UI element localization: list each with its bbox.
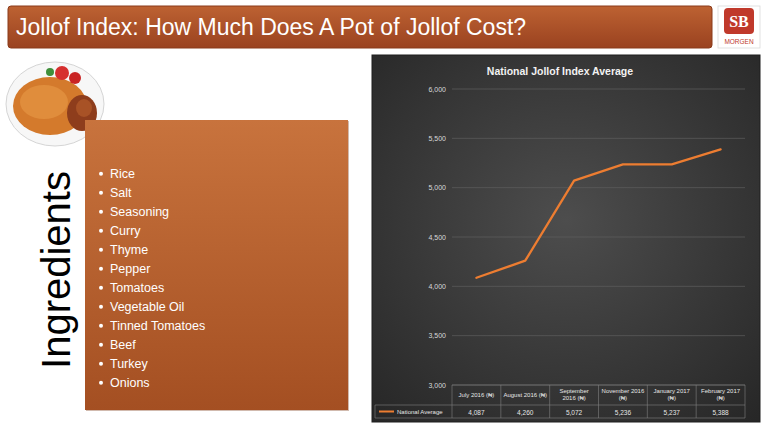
bullet xyxy=(99,305,103,309)
bullet xyxy=(99,267,103,271)
table-border xyxy=(452,385,453,418)
category-label: September2016 (₦) xyxy=(559,388,588,401)
table-value: 5,072 xyxy=(566,409,583,416)
ingredient: Turkey xyxy=(110,357,148,371)
category-label-line: January 2017 xyxy=(654,388,691,394)
table-border xyxy=(549,385,550,418)
ingredients-panel xyxy=(85,120,348,410)
bullet xyxy=(99,362,103,366)
bullet xyxy=(99,381,103,385)
logo-name: MORGEN xyxy=(724,38,754,45)
y-tick-label: 3,000 xyxy=(428,382,446,389)
chart-panel xyxy=(372,55,760,422)
bullet xyxy=(99,210,103,214)
ingredient: Tinned Tomatoes xyxy=(110,319,205,333)
rice-highlight xyxy=(20,85,68,119)
ingredients-heading: Ingredients xyxy=(34,171,78,369)
data-table: July 2016 (₦) August 2016 (₦) September201… xyxy=(375,385,745,418)
bullet xyxy=(99,324,103,328)
legend-label: National Average xyxy=(397,409,443,415)
ingredient: Curry xyxy=(110,224,141,238)
table-value: 5,237 xyxy=(664,409,681,416)
bullet xyxy=(99,191,103,195)
logo-box xyxy=(718,6,760,48)
series-line xyxy=(476,149,720,277)
logo-mark xyxy=(724,8,754,34)
grid-line xyxy=(452,237,745,238)
ingredient: Beef xyxy=(110,338,136,352)
y-tick-label: 4,000 xyxy=(428,283,446,290)
ingredient: Rice xyxy=(110,167,135,181)
table-border xyxy=(375,405,745,406)
ingredient: Tomatoes xyxy=(110,281,164,295)
ingredient: Seasoning xyxy=(110,205,169,219)
category-label-line: (₦) xyxy=(668,395,676,401)
y-tick-label: 6,000 xyxy=(428,86,446,93)
table-border xyxy=(696,385,697,418)
chicken-highlight xyxy=(76,99,92,117)
grid-line xyxy=(452,286,745,287)
panel-shadow xyxy=(86,121,349,411)
ingredient: Pepper xyxy=(110,262,150,276)
bullet xyxy=(99,248,103,252)
garnish xyxy=(46,68,54,76)
y-tick-label: 3,500 xyxy=(428,332,446,339)
category-label: July 2016 (₦) xyxy=(459,392,495,398)
table-value: 4,260 xyxy=(517,409,534,416)
slide-title: Jollof Index: How Much Does A Pot of Jol… xyxy=(16,14,526,40)
tomato xyxy=(69,72,81,84)
bullet xyxy=(99,229,103,233)
y-tick-label: 5,000 xyxy=(428,184,446,191)
legend-key xyxy=(379,411,394,413)
ingredient: Onions xyxy=(110,376,150,390)
category-label-line: September xyxy=(559,388,588,394)
category-label-line: (₦) xyxy=(716,395,724,401)
category-label-line: August 2016 (₦) xyxy=(503,392,547,398)
y-tick-label: 5,500 xyxy=(428,135,446,142)
table-value: 5,236 xyxy=(615,409,632,416)
y-tick-label: 4,500 xyxy=(428,234,446,241)
title-banner xyxy=(8,6,712,48)
table-border xyxy=(500,385,501,418)
plot-area xyxy=(476,149,720,277)
table-value: 4,087 xyxy=(468,409,485,416)
category-label: November 2016(₦) xyxy=(602,388,645,401)
chart-title: National Jollof Index Average xyxy=(487,65,633,77)
table-border xyxy=(375,405,376,418)
table-border xyxy=(375,418,745,419)
table-border xyxy=(598,385,599,418)
table-border xyxy=(745,385,746,418)
grid-line xyxy=(452,89,745,90)
table-border xyxy=(647,385,648,418)
category-label-line: July 2016 (₦) xyxy=(459,392,495,398)
ingredient: Vegetable Oil xyxy=(110,300,184,314)
bullet xyxy=(99,343,103,347)
table-value: 5,388 xyxy=(712,409,729,416)
bullet xyxy=(99,172,103,176)
category-label-line: November 2016 xyxy=(602,388,645,394)
ingredient: Thyme xyxy=(110,243,148,257)
grid-line xyxy=(452,335,745,336)
category-label: August 2016 (₦) xyxy=(503,392,547,398)
category-label-line: February 2017 xyxy=(701,388,741,394)
category-label: January 2017(₦) xyxy=(654,388,691,401)
bullet xyxy=(99,286,103,290)
category-label-line: 2016 (₦) xyxy=(562,395,585,401)
category-label-line: (₦) xyxy=(619,395,627,401)
tomato xyxy=(55,66,69,80)
ingredient: Salt xyxy=(110,186,132,200)
logo-initials: SB xyxy=(729,13,749,30)
grid-line xyxy=(452,138,745,139)
slide: Jollof Index: How Much Does A Pot of Jol… xyxy=(0,0,768,431)
category-label: February 2017(₦) xyxy=(701,388,741,401)
grid-line xyxy=(452,187,745,188)
